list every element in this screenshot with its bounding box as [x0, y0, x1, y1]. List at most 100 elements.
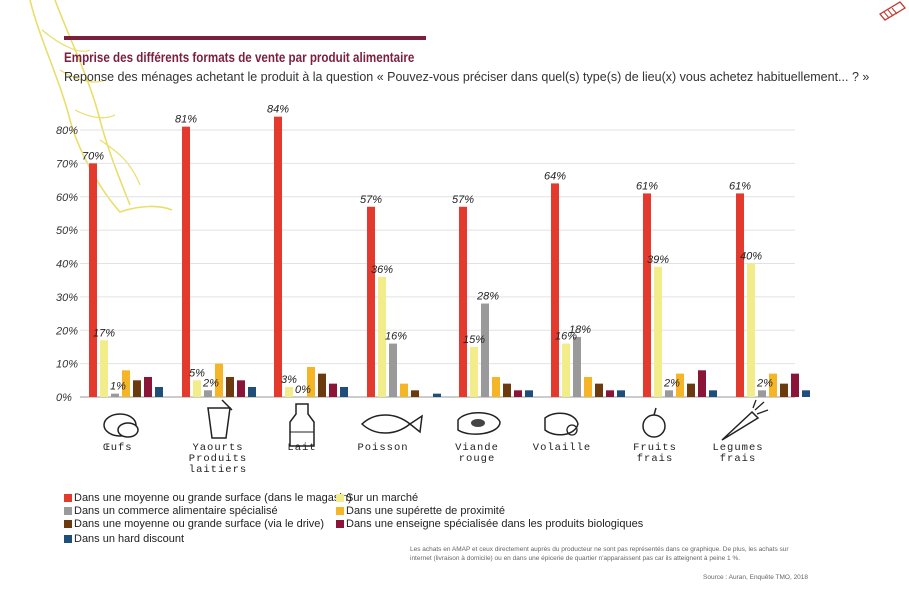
category-label-line: Lait: [287, 442, 316, 454]
category-label: Poisson: [357, 442, 408, 454]
category-label: Œufs: [103, 442, 132, 454]
legend-swatch: [64, 535, 72, 543]
data-label: 39%: [647, 254, 669, 266]
source-note: Source : Auran, Enquête TMO, 2018: [703, 574, 809, 581]
bar: [643, 193, 651, 397]
bar: [122, 370, 130, 397]
apple-icon: [642, 407, 666, 438]
bar: [551, 183, 559, 397]
bar: [274, 116, 282, 398]
data-label: 17%: [93, 327, 115, 339]
legend-label: Dans une enseigne spécialisée dans les p…: [346, 518, 644, 530]
data-label: 3%: [281, 374, 297, 386]
bar: [285, 386, 293, 397]
yogurt-icon: [207, 399, 233, 439]
bar: [144, 376, 152, 397]
bar: [470, 346, 478, 397]
y-tick-label: 40%: [56, 259, 78, 271]
category-label-line: Fruits: [633, 442, 677, 454]
data-label: 18%: [569, 324, 591, 336]
bar: [340, 386, 348, 397]
bar: [584, 376, 592, 397]
y-tick-label: 10%: [56, 359, 78, 371]
bar: [769, 373, 777, 397]
bar: [204, 390, 212, 397]
legend-item: Dans une moyenne ou grande surface (dans…: [64, 492, 352, 504]
y-tick-label: 50%: [56, 225, 78, 237]
bar: [459, 206, 467, 397]
bar: [676, 373, 684, 397]
bar: [193, 380, 201, 397]
bar: [226, 376, 234, 397]
bar-chart: 0%10%20%30%40%50%60%70%80%70%17%1%81%5%2…: [55, 104, 810, 476]
data-label: 36%: [371, 264, 393, 276]
carrot-icon: [721, 399, 769, 441]
data-label: 28%: [476, 291, 499, 303]
bar: [89, 163, 97, 397]
bar: [367, 206, 375, 397]
bar: [307, 366, 315, 397]
parsnip-sketch-icon: [29, 0, 173, 213]
bar: [802, 390, 810, 397]
y-tick-label: 20%: [55, 325, 78, 337]
bar: [687, 383, 695, 397]
data-label: 64%: [544, 170, 566, 182]
bar: [182, 126, 190, 397]
data-label: 2%: [756, 377, 773, 389]
data-label: 84%: [267, 104, 289, 116]
data-label: 57%: [452, 194, 474, 206]
legend-swatch: [336, 494, 344, 502]
bar: [111, 393, 119, 397]
data-label: 16%: [555, 331, 577, 343]
legend-label: Sur un marché: [346, 492, 419, 504]
data-label: 57%: [360, 194, 382, 206]
chicken-icon: [544, 412, 579, 436]
category-label-line: Viande: [455, 442, 499, 454]
legend-label: Dans un commerce alimentaire spécialisé: [74, 505, 278, 517]
bar: [492, 376, 500, 397]
data-label: 0%: [295, 384, 311, 396]
bar: [736, 193, 744, 397]
chart-subtitle: Reponse des ménages achetant le produit …: [64, 70, 870, 84]
data-label: 16%: [385, 331, 407, 343]
legend-swatch: [64, 494, 72, 502]
bar: [378, 276, 386, 397]
data-label: 40%: [740, 251, 762, 263]
category-label: Legumes frais: [712, 442, 763, 465]
category-label: Yaourts Produits laitiers: [189, 442, 247, 476]
y-tick-label: 60%: [56, 192, 78, 204]
bar: [573, 336, 581, 397]
category-label-line: frais: [637, 453, 674, 465]
category-label-line: Legumes: [712, 442, 763, 454]
category-label-line: Volaille: [533, 442, 591, 454]
bar: [329, 383, 337, 397]
bar: [503, 383, 511, 397]
legend-swatch: [336, 520, 344, 528]
eggs-icon: [103, 413, 139, 438]
bar: [389, 343, 397, 397]
legend-item: Dans un hard discount: [64, 533, 184, 545]
category-label: Viande rouge: [455, 442, 499, 465]
y-tick-label: 80%: [56, 125, 78, 137]
bar: [617, 390, 625, 397]
legend-label: Dans une supérette de proximité: [346, 505, 505, 517]
bar: [411, 390, 419, 397]
bar: [758, 390, 766, 397]
y-tick-label: 70%: [56, 158, 78, 170]
data-label: 61%: [729, 180, 751, 192]
fish-icon: [360, 414, 423, 434]
category-label-line: Produits: [189, 453, 247, 465]
category-label-line: Yaourts: [192, 442, 243, 454]
bar: [654, 266, 662, 397]
bar: [400, 383, 408, 397]
category-label: Lait: [287, 442, 316, 454]
legend-item: Sur un marché: [336, 492, 418, 504]
data-label: 2%: [202, 377, 219, 389]
category-label-line: Œufs: [103, 442, 132, 454]
category-label: Volaille: [533, 442, 591, 454]
data-label: 15%: [463, 334, 485, 346]
bar: [698, 370, 706, 397]
legend-item: Dans une enseigne spécialisée dans les p…: [336, 518, 643, 530]
footnote: Les achats en AMAP et ceux directement a…: [410, 546, 789, 562]
legend-item: Dans une moyenne ou grande surface (via …: [64, 518, 324, 530]
